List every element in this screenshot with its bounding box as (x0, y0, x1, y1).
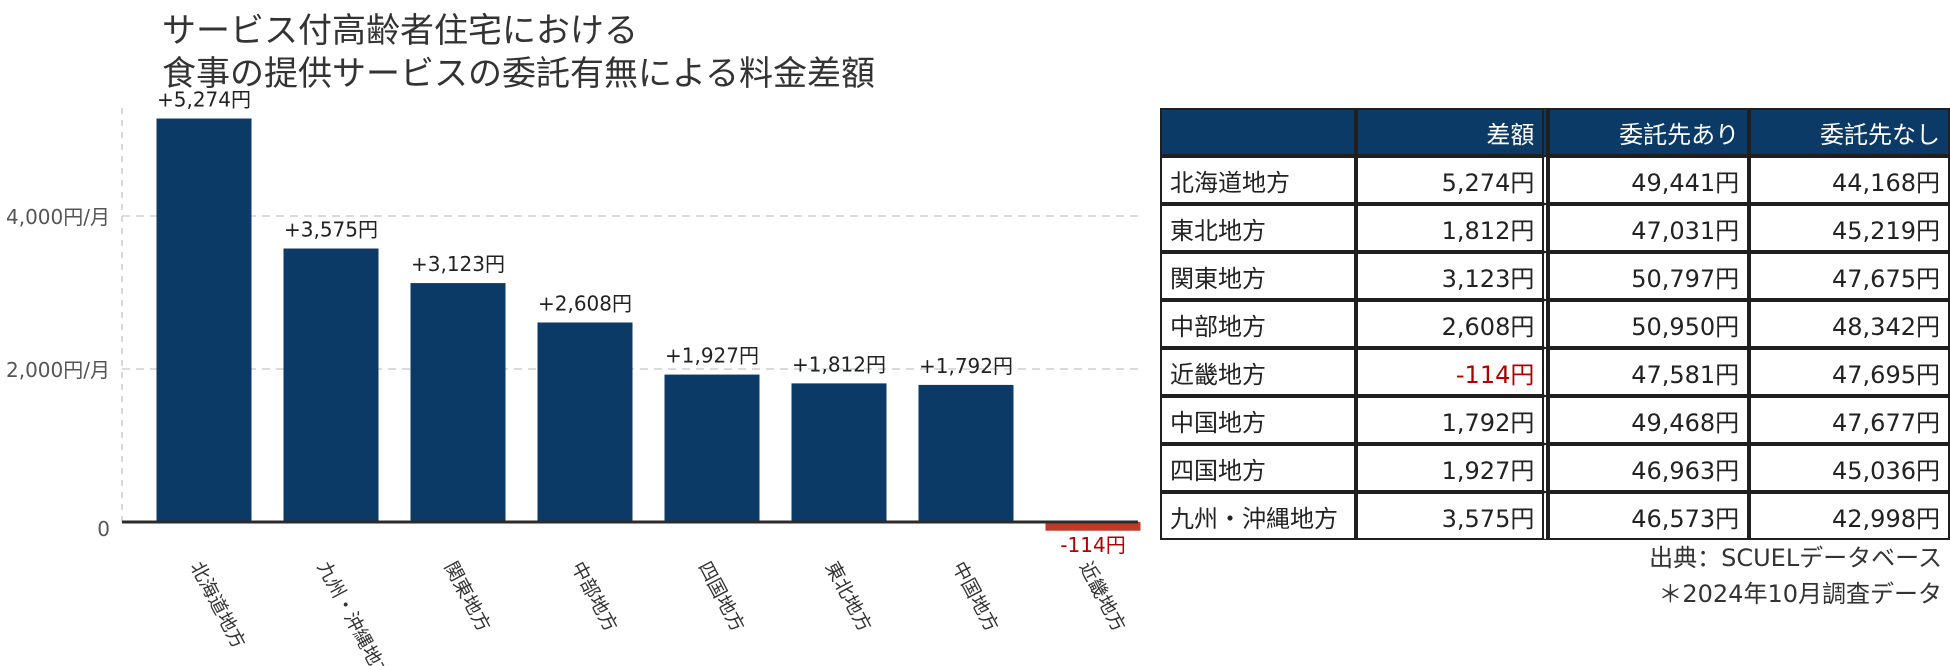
bar (791, 383, 887, 522)
table-row: 関東地方 3,123円 50,797円 47,675円 (1160, 252, 1950, 300)
data-label: +3,123円 (411, 252, 505, 276)
table-cell-region: 九州・沖縄地方 (1160, 492, 1356, 540)
table-cell-region: 中国地方 (1160, 396, 1356, 444)
table-cell-without: 47,695円 (1749, 348, 1950, 396)
table-row: 東北地方 1,812円 47,031円 45,219円 (1160, 204, 1950, 252)
x-tick-label: 東北地方 (821, 558, 876, 635)
table-cell-with: 50,950円 (1548, 300, 1750, 348)
survey-note: ＊2024年10月調査データ (1658, 580, 1942, 608)
x-tick-label: 四国地方 (694, 558, 749, 635)
data-label: +5,274円 (157, 88, 251, 112)
table-cell-with: 46,963円 (1548, 444, 1750, 492)
bar (410, 283, 506, 522)
y-tick-label: 4,000円/月 (6, 205, 110, 229)
table-cell-without: 45,219円 (1749, 204, 1950, 252)
table-cell-diff: -114円 (1355, 348, 1549, 396)
data-label: +2,608円 (538, 291, 632, 315)
table-row: 九州・沖縄地方 3,575円 46,573円 42,998円 (1160, 492, 1950, 540)
table-cell-without: 47,677円 (1749, 396, 1950, 444)
bar (918, 384, 1014, 522)
x-tick-label: 中部地方 (567, 558, 622, 635)
table-cell-region: 近畿地方 (1160, 348, 1356, 396)
table-cell-without: 48,342円 (1749, 300, 1950, 348)
table-cell-with: 46,573円 (1548, 492, 1750, 540)
table-cell-with: 49,441円 (1548, 156, 1750, 204)
table-cell-diff: 3,123円 (1355, 252, 1549, 300)
bar (1045, 522, 1141, 531)
table-cell-diff: 1,792円 (1355, 396, 1549, 444)
table-header-row: 差額 委託先あり 委託先なし (1160, 108, 1950, 156)
chart-title: サービス付高齢者住宅における 食事の提供サービスの委託有無による料金差額 (162, 10, 875, 96)
table-cell-region: 東北地方 (1160, 204, 1356, 252)
table-header-region (1160, 108, 1356, 156)
table-header-without: 委託先なし (1749, 108, 1950, 156)
table-cell-with: 49,468円 (1548, 396, 1750, 444)
title-line-2: 食事の提供サービスの委託有無による料金差額 (162, 54, 875, 94)
x-tick-label: 中国地方 (948, 558, 1003, 635)
table-header-with: 委託先あり (1548, 108, 1750, 156)
table-cell-region: 関東地方 (1160, 252, 1356, 300)
table-cell-diff: 5,274円 (1355, 156, 1549, 204)
x-tick-label: 九州・沖縄地方 (313, 558, 395, 666)
table-row: 北海道地方 5,274円 49,441円 44,168円 (1160, 156, 1950, 204)
x-tick-label: 北海道地方 (186, 558, 250, 652)
bar (156, 118, 252, 522)
table-row: 四国地方 1,927円 46,963円 45,036円 (1160, 444, 1950, 492)
table-cell-without: 44,168円 (1749, 156, 1950, 204)
data-label: +1,812円 (792, 352, 886, 376)
table-cell-without: 47,675円 (1749, 252, 1950, 300)
data-label: -114円 (1060, 533, 1125, 557)
title-line-1: サービス付高齢者住宅における (162, 11, 638, 51)
table-cell-with: 47,581円 (1548, 348, 1750, 396)
table-cell-diff: 3,575円 (1355, 492, 1549, 540)
data-table: 差額 委託先あり 委託先なし 北海道地方 5,274円 49,441円 44,168円… (1160, 108, 1950, 540)
y-tick-label: 2,000円/月 (6, 358, 110, 382)
data-label: +1,792円 (919, 354, 1013, 378)
data-label: +3,575円 (284, 218, 378, 242)
table-header-diff: 差額 (1355, 108, 1549, 156)
table-cell-diff: 2,608円 (1355, 300, 1549, 348)
table-cell-region: 四国地方 (1160, 444, 1356, 492)
table-cell-region: 中部地方 (1160, 300, 1356, 348)
table-cell-without: 45,036円 (1749, 444, 1950, 492)
bar (283, 248, 379, 522)
bar (537, 322, 633, 522)
bar (664, 374, 760, 522)
source-line: 出典：SCUELデータベース (1649, 544, 1942, 572)
y-tick-label: 0 (97, 517, 110, 541)
table-cell-diff: 1,812円 (1355, 204, 1549, 252)
table-row: 中部地方 2,608円 50,950円 48,342円 (1160, 300, 1950, 348)
table-cell-without: 42,998円 (1749, 492, 1950, 540)
table-cell-with: 47,031円 (1548, 204, 1750, 252)
table-cell-region: 北海道地方 (1160, 156, 1356, 204)
x-tick-label: 近畿地方 (1075, 558, 1130, 635)
x-tick-label: 関東地方 (440, 558, 495, 635)
table-row: 近畿地方 -114円 47,581円 47,695円 (1160, 348, 1950, 396)
source-note: 出典：SCUELデータベース ＊2024年10月調査データ (1649, 540, 1942, 612)
table-cell-with: 50,797円 (1548, 252, 1750, 300)
data-label: +1,927円 (665, 344, 759, 368)
table-row: 中国地方 1,792円 49,468円 47,677円 (1160, 396, 1950, 444)
table-cell-diff: 1,927円 (1355, 444, 1549, 492)
